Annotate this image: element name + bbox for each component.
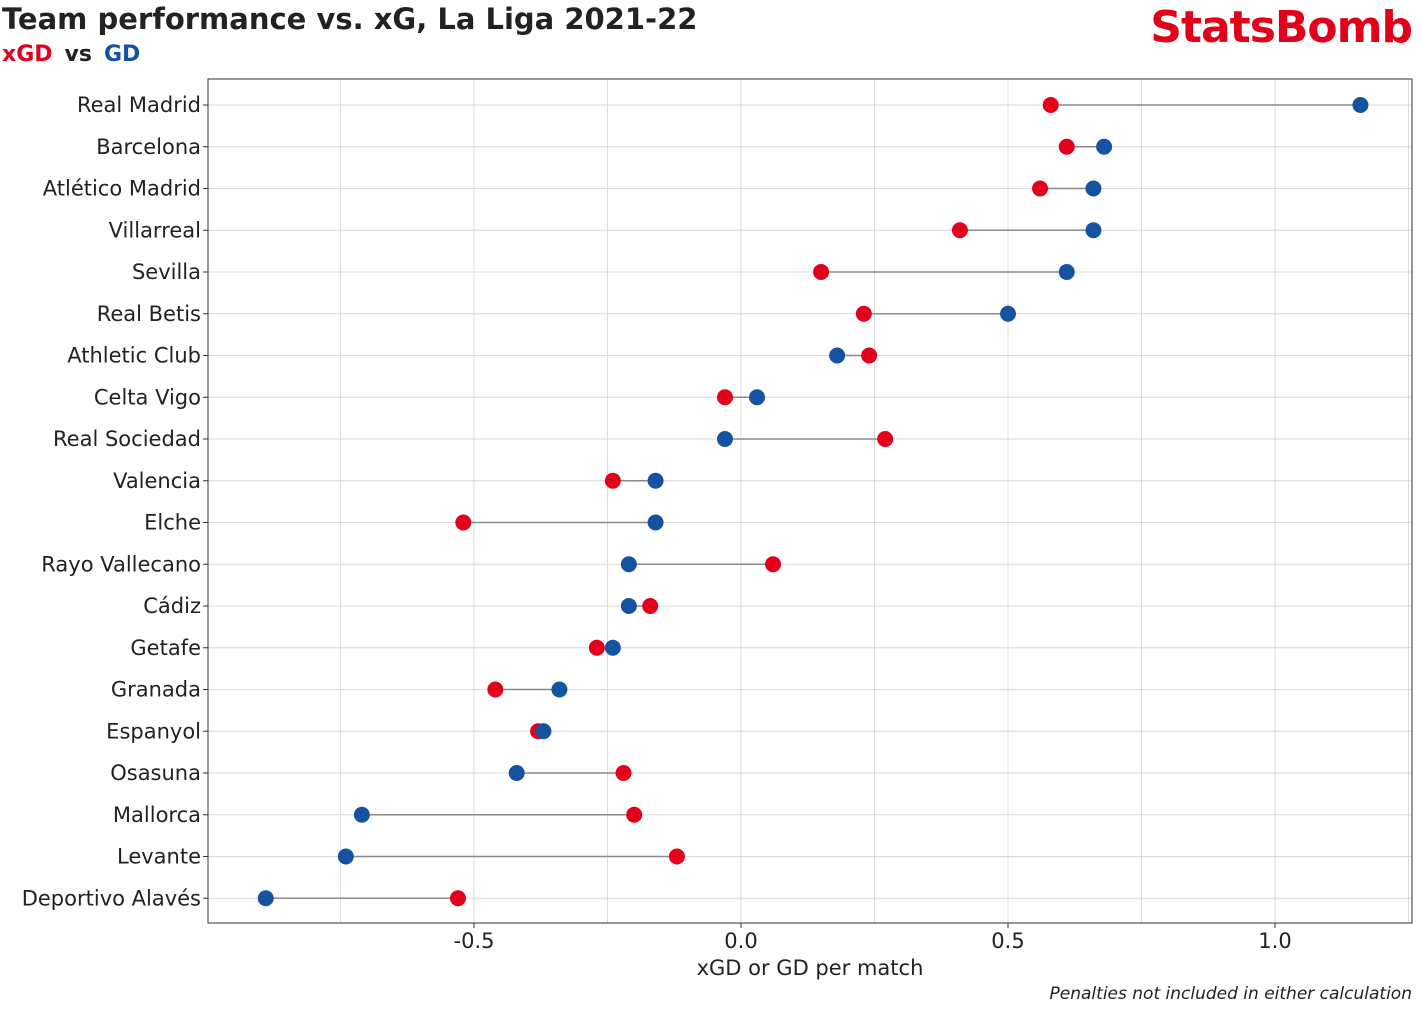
team-label: Mallorca <box>113 803 201 827</box>
gd-point <box>647 514 664 531</box>
gd-point <box>716 431 733 447</box>
xgd-point <box>1032 180 1049 197</box>
xgd-point <box>668 848 685 865</box>
team-row: Barcelona <box>96 135 1113 159</box>
gd-point <box>647 472 664 489</box>
team-row: Celta Vigo <box>94 385 766 409</box>
gd-point <box>337 848 354 865</box>
team-label: Levante <box>117 845 201 869</box>
xgd-point <box>861 347 878 364</box>
gd-point <box>620 598 637 614</box>
xgd-point <box>765 556 782 573</box>
xgd-point <box>642 598 659 614</box>
gd-point <box>749 389 766 406</box>
gd-point <box>604 639 621 656</box>
team-label: Celta Vigo <box>94 385 201 409</box>
x-axis-title: xGD or GD per match <box>697 956 924 980</box>
gd-point <box>508 765 525 781</box>
gd-point <box>1000 305 1016 322</box>
team-label: Osasuna <box>110 761 201 785</box>
xgd-point <box>487 681 504 698</box>
gd-point <box>1352 97 1369 113</box>
gd-point <box>551 681 568 698</box>
xgd-point <box>449 890 466 907</box>
footnote: Penalties not included in either calcula… <box>1049 984 1412 1004</box>
x-tick-label: 0.5 <box>991 929 1024 953</box>
gd-point <box>1096 138 1113 155</box>
xgd-point <box>588 639 605 656</box>
x-axis-ticks: -0.5 0.0 0.5 1.0 <box>454 923 1292 953</box>
xgd-point <box>855 305 872 322</box>
gd-point <box>1085 222 1102 239</box>
team-label: Elche <box>144 511 201 535</box>
xgd-point <box>877 431 894 447</box>
x-tick-label: 1.0 <box>1258 929 1291 953</box>
team-label: Atlético Madrid <box>43 177 201 201</box>
team-row: Real Madrid <box>77 93 1369 117</box>
team-label: Real Betis <box>97 302 201 326</box>
xgd-point <box>604 472 621 489</box>
x-tick-label: 0.0 <box>724 929 757 953</box>
team-row: Real Sociedad <box>53 427 894 451</box>
team-label: Athletic Club <box>67 344 201 368</box>
gd-point <box>1085 180 1102 197</box>
xgd-point <box>1058 138 1075 155</box>
team-label: Cádiz <box>143 594 201 618</box>
team-row: Cádiz <box>143 594 659 618</box>
x-tick-label: -0.5 <box>454 929 495 953</box>
gd-point <box>535 723 552 740</box>
xgd-point <box>1042 97 1059 113</box>
legend-vs: vs <box>64 42 92 67</box>
legend-gd: GD <box>103 42 141 67</box>
team-label: Real Sociedad <box>53 427 201 451</box>
gd-point <box>1058 264 1075 280</box>
xgd-point <box>615 765 632 781</box>
team-row: Valencia <box>113 469 664 493</box>
team-row: Deportivo Alavés <box>22 886 466 910</box>
team-row: Sevilla <box>132 260 1075 284</box>
team-row: Atlético Madrid <box>43 177 1102 201</box>
team-row: Osasuna <box>110 761 632 785</box>
team-label: Barcelona <box>96 135 201 159</box>
plot-border <box>207 78 1413 924</box>
gd-point <box>257 890 274 907</box>
chart-title: Team performance vs. xG, La Liga 2021-22 <box>2 2 698 36</box>
team-label: Espanyol <box>106 719 201 743</box>
team-row: Espanyol <box>106 719 552 743</box>
team-label: Getafe <box>130 636 201 660</box>
xgd-point <box>813 264 830 280</box>
team-label: Granada <box>111 678 201 702</box>
team-label: Sevilla <box>132 260 201 284</box>
xgd-point <box>951 222 968 239</box>
team-label: Real Madrid <box>77 93 201 117</box>
team-row: Mallorca <box>113 803 643 827</box>
gd-point <box>829 347 846 364</box>
team-label: Deportivo Alavés <box>22 886 201 910</box>
team-row: Getafe <box>130 636 621 660</box>
grid-layer <box>208 79 1412 923</box>
team-row: Granada <box>111 678 568 702</box>
xgd-point <box>626 806 643 823</box>
rows-layer: Real Madrid Barcelona Atlético Madrid Villa… <box>22 93 1369 910</box>
gd-point <box>620 556 637 573</box>
team-label: Rayo Vallecano <box>41 552 201 576</box>
team-row: Levante <box>117 845 685 869</box>
chart-subtitle: xGD vs GD <box>2 42 152 67</box>
team-row: Real Betis <box>97 302 1016 326</box>
xgd-point <box>716 389 733 406</box>
team-row: Elche <box>144 511 664 535</box>
team-row: Rayo Vallecano <box>41 552 782 576</box>
team-row: Athletic Club <box>67 344 878 368</box>
team-label: Valencia <box>113 469 201 493</box>
team-label: Villarreal <box>109 218 201 242</box>
legend-xgd: xGD <box>2 42 53 67</box>
xgd-point <box>455 514 472 531</box>
gd-point <box>353 806 370 823</box>
statsbomb-logo: StatsBomb <box>1150 2 1413 53</box>
team-row: Villarreal <box>109 218 1102 242</box>
